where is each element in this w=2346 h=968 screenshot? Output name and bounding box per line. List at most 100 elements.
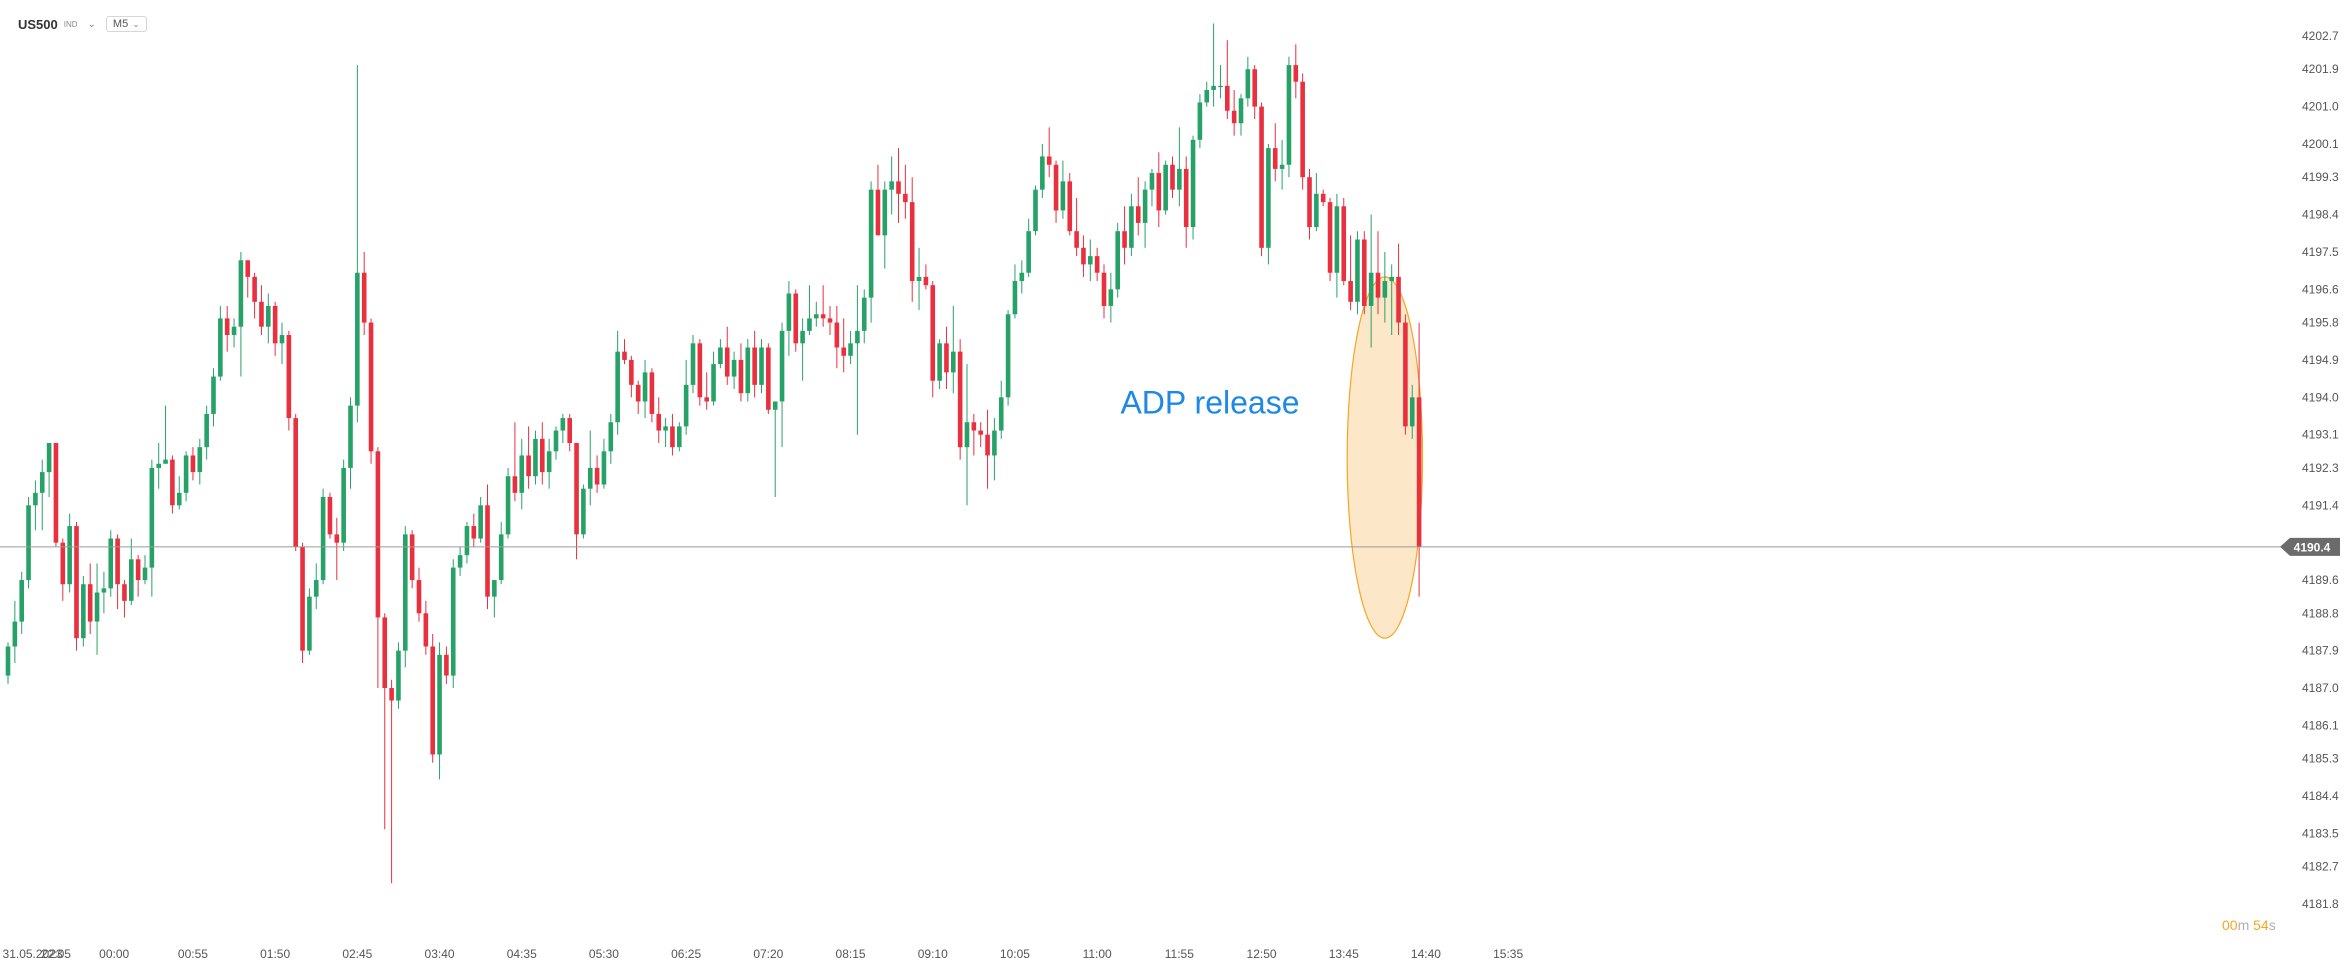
- candle-body: [1320, 193, 1326, 203]
- candle-body: [266, 305, 271, 327]
- chart-toolbar: US500 IND ⌄ M5 ⌄: [18, 12, 147, 36]
- candle-body: [115, 538, 120, 585]
- candle: [635, 380, 641, 414]
- candle-body: [1067, 181, 1073, 232]
- candle-body: [176, 492, 182, 506]
- price-tick-label: 4183.5: [2302, 826, 2339, 840]
- price-tick-label: 4194.0: [2302, 390, 2339, 404]
- candle-body: [841, 347, 846, 356]
- candle-body: [574, 443, 579, 535]
- candle-body: [1211, 85, 1216, 90]
- candle: [437, 642, 442, 780]
- candle: [498, 521, 504, 585]
- candle-body: [81, 584, 86, 639]
- price-tick-label: 4188.8: [2302, 606, 2339, 620]
- candle-body: [1170, 164, 1175, 190]
- candle-body: [724, 347, 730, 377]
- price-tick-label: 4193.1: [2302, 428, 2339, 442]
- time-tick-label: 22:05: [41, 947, 71, 961]
- candle-body: [546, 451, 552, 473]
- candle: [382, 613, 388, 830]
- candle-body: [1307, 177, 1312, 228]
- candle: [718, 339, 723, 369]
- candle-body: [1060, 181, 1066, 211]
- time-tick-label: 10:05: [1000, 947, 1030, 961]
- timeframe-selector[interactable]: M5 ⌄: [105, 16, 147, 32]
- candle-body: [450, 567, 456, 676]
- candle: [1245, 56, 1251, 107]
- candle-body: [1115, 231, 1120, 290]
- candle-body: [231, 326, 237, 336]
- candle: [711, 351, 716, 406]
- candle: [457, 546, 463, 576]
- candle-body: [683, 384, 689, 427]
- candle-body: [87, 584, 93, 622]
- candle-body: [882, 189, 888, 236]
- candle-body: [848, 343, 853, 356]
- candle-body: [916, 276, 922, 282]
- candle: [540, 422, 545, 485]
- candle-body: [581, 488, 586, 535]
- candle: [204, 405, 209, 460]
- candle-body: [382, 617, 388, 689]
- candle-body: [1135, 206, 1141, 223]
- candle-body: [94, 592, 100, 622]
- candle-body: [361, 272, 367, 323]
- candle: [642, 359, 648, 419]
- candle: [896, 148, 901, 223]
- candle-body: [745, 347, 751, 394]
- candle: [135, 555, 141, 597]
- candle-body: [820, 314, 826, 319]
- candle: [1122, 206, 1127, 265]
- time-tick-label: 04:35: [507, 947, 537, 961]
- candle: [444, 646, 449, 684]
- candle: [998, 380, 1004, 439]
- candle: [163, 405, 168, 464]
- candle: [108, 530, 114, 597]
- candle-body: [1053, 164, 1059, 211]
- candle-body: [663, 426, 668, 431]
- candle: [841, 318, 846, 373]
- candle: [766, 343, 771, 414]
- candle-body: [629, 359, 634, 385]
- candle: [752, 330, 757, 398]
- candle-body: [341, 467, 346, 543]
- candle-body: [526, 455, 531, 477]
- candle: [1300, 73, 1305, 190]
- candle-body: [855, 330, 860, 344]
- candle: [704, 372, 709, 410]
- candle-body: [1403, 322, 1408, 427]
- candle: [848, 330, 853, 365]
- candle: [690, 335, 696, 394]
- chevron-down-icon[interactable]: ⌄: [87, 18, 96, 30]
- candle: [1225, 40, 1230, 120]
- candle: [1416, 322, 1422, 597]
- candle: [1403, 314, 1408, 435]
- candle-body: [985, 434, 990, 456]
- candle-body: [444, 654, 449, 676]
- candle: [423, 600, 429, 655]
- candle-body: [533, 438, 538, 477]
- symbol-selector[interactable]: US500: [18, 16, 58, 32]
- time-tick-label: 31.05.2023: [3, 947, 63, 961]
- candle-body: [67, 526, 72, 585]
- candle: [875, 164, 881, 236]
- candle: [238, 251, 244, 377]
- candle-body: [492, 580, 497, 597]
- candle: [1135, 177, 1141, 236]
- candle: [1046, 127, 1052, 178]
- candle: [800, 318, 805, 381]
- candle-body: [957, 351, 963, 448]
- candle-body: [327, 496, 333, 535]
- candle: [1142, 181, 1148, 248]
- candle-body: [649, 372, 655, 414]
- candle: [738, 343, 744, 402]
- candle: [1218, 65, 1223, 99]
- candle: [820, 285, 826, 327]
- candle: [855, 285, 860, 435]
- candle: [149, 459, 155, 597]
- candle: [67, 513, 72, 593]
- candle-body: [834, 322, 840, 348]
